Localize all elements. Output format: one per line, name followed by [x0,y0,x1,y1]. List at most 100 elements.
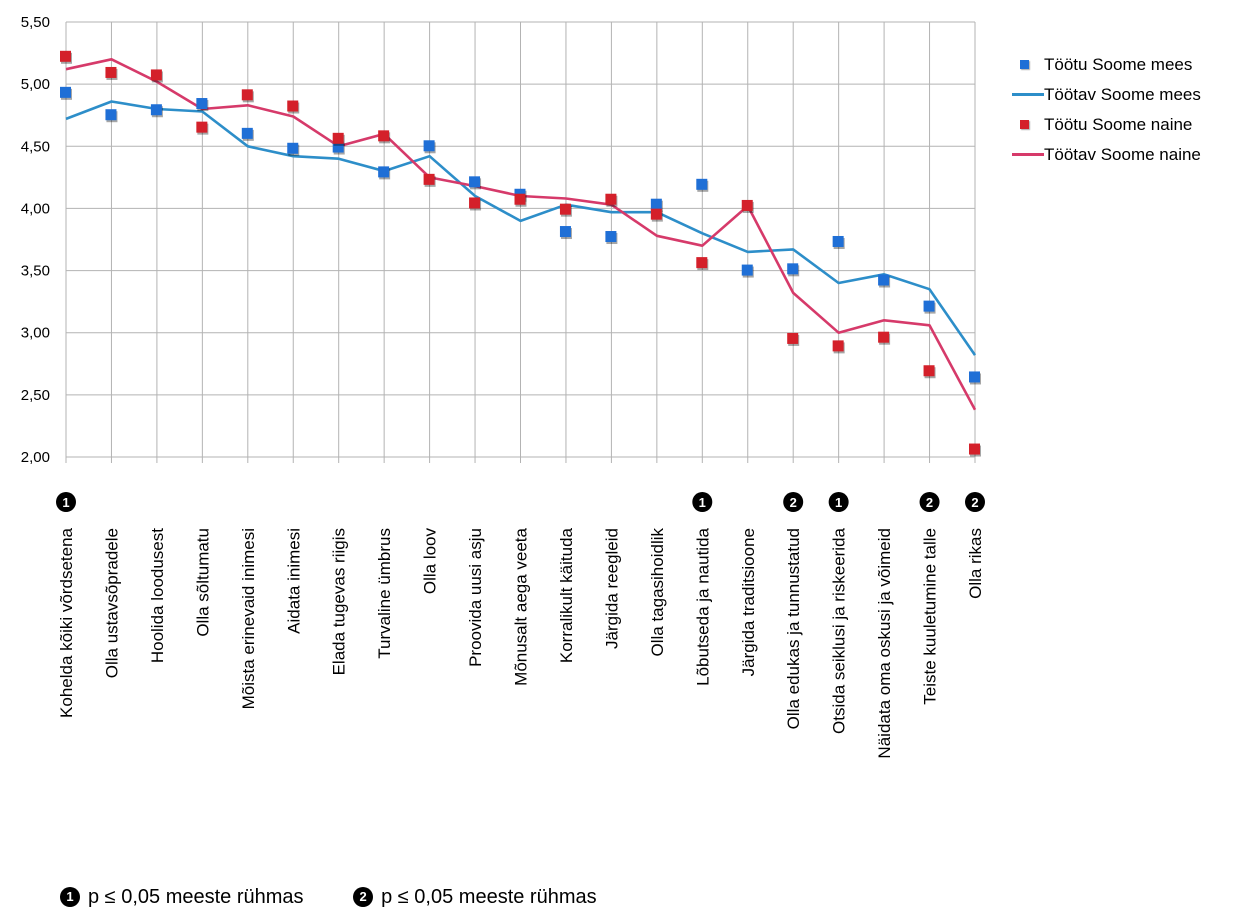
data-point-2 [332,132,344,144]
data-point-0 [787,263,799,275]
legend-label: Töötav Soome naine [1044,145,1201,164]
data-point-2 [378,130,390,142]
data-point-2 [878,331,890,343]
x-tick-label: Mõnusalt aega veeta [512,527,531,685]
legend-label: Töötav Soome mees [1044,85,1201,104]
y-tick-label: 4,50 [21,138,50,155]
x-tick-label: Kohelda kõiki võrdsetena [57,527,76,718]
significance-marker-label: 2 [971,495,978,510]
significance-marker-icon [965,492,985,512]
legend-square-icon [1012,58,1044,72]
data-point-2 [150,69,162,81]
significance-marker-icon [692,492,713,512]
x-tick-label: Proovida uusi asju [466,528,485,667]
legend-line-icon [1012,88,1044,102]
y-tick-label: 5,00 [21,76,50,93]
legend-item-employed-men: Töötav Soome mees [1012,80,1201,110]
x-tick-label: Hoolida loodusest [148,528,167,663]
y-tick-label: 3,50 [21,263,50,280]
data-point-0 [923,300,935,312]
data-point-2 [287,100,299,112]
x-tick-label: Olla ustavsõpradele [102,528,121,678]
data-point-0 [605,231,617,243]
data-point-0 [469,176,481,188]
data-point-2 [832,340,844,352]
footnotes: 1 p ≤ 0,05 meeste rühmas 2 p ≤ 0,05 meeste… [60,886,641,909]
data-point-0 [650,198,662,210]
data-point-2 [196,121,208,133]
data-point-2 [741,199,753,211]
x-tick-label: Olla rikas [966,528,985,599]
data-point-2 [514,193,526,205]
data-point-0 [196,98,208,110]
legend-item-employed-women: Töötav Soome naine [1012,140,1201,170]
significance-marker-label: 1 [835,495,842,510]
data-point-0 [241,127,253,139]
x-tick-label: Olla sõltumatu [193,528,212,637]
x-tick-label: Teiste kuuletumine talle [921,528,940,705]
data-point-0 [105,109,117,121]
footnote-text: p ≤ 0,05 meeste rühmas [381,886,597,908]
data-point-0 [287,142,299,154]
data-point-2 [969,443,980,455]
data-point-0 [60,86,71,98]
data-point-2 [923,365,935,377]
significance-marker-label: 1 [699,495,706,510]
significance-marker-label: 1 [62,495,69,510]
footnote-1: 1 p ≤ 0,05 meeste rühmas [60,886,304,909]
footnote-2: 2 p ≤ 0,05 meeste rühmas [353,886,597,909]
legend-label: Töötu Soome naine [1044,115,1193,134]
data-point-2 [559,203,571,215]
y-tick-label: 2,50 [21,387,50,404]
significance-marker-icon [56,492,76,512]
x-tick-label: Aidata inimesi [284,528,303,634]
x-tick-label: Otsida seiklusi ja riskeerida [830,527,849,734]
footnote-text: p ≤ 0,05 meeste rühmas [88,886,304,908]
data-point-0 [150,104,162,116]
significance-marker-icon [828,492,849,512]
data-point-0 [423,140,435,152]
x-tick-label: Korralikult käituda [557,527,576,663]
x-tick-label: Lõbutseda ja nautida [693,527,712,685]
data-point-0 [332,141,344,153]
data-point-0 [741,264,753,276]
y-tick-label: 2,00 [21,449,50,466]
legend-item-unemployed-men: Töötu Soome mees [1012,50,1201,80]
legend-label: Töötu Soome mees [1044,55,1193,74]
data-point-2 [696,257,708,269]
series-line-1 [65,100,977,356]
x-tick-label: Näidata oma oskusi ja võimeid [875,528,894,759]
data-point-2 [605,193,617,205]
data-point-2 [469,197,481,209]
data-point-0 [832,235,844,247]
data-point-0 [696,178,708,190]
significance-marker-icon [783,492,804,512]
data-point-2 [650,208,662,220]
data-point-0 [559,226,571,238]
data-point-2 [241,89,253,101]
data-point-2 [423,173,435,185]
x-tick-label: Mõista erinevaid inimesi [239,528,258,709]
data-point-0 [878,274,890,286]
x-tick-label: Elada tugevas riigis [330,528,349,675]
legend-square-icon [1012,118,1044,132]
x-tick-label: Järgida reegleid [602,528,621,649]
significance-marker-label: 2 [790,495,797,510]
chart-legend: Töötu Soome mees Töötav Soome mees Töötu… [1012,50,1201,170]
y-tick-label: 4,00 [21,200,50,217]
x-tick-label: Järgida traditsioone [739,528,758,676]
data-point-2 [787,332,799,344]
legend-item-unemployed-women: Töötu Soome naine [1012,110,1201,140]
x-tick-label: Olla tagasihoidlik [648,528,667,657]
y-tick-label: 5,50 [21,14,50,31]
x-tick-label: Olla edukas ja tunnustatud [784,528,803,729]
x-tick-label: Turvaline ümbrus [375,528,394,659]
significance-marker-label: 2 [926,495,933,510]
line-chart: 2,00 2,50 3,00 3,50 4,00 4,50 5,00 5,50 Kohelda … [21,14,985,759]
data-point-0 [969,371,980,383]
marker-1-icon: 1 [60,887,80,907]
x-tick-label: Olla loov [421,528,440,595]
y-tick-label: 3,00 [21,325,50,342]
data-point-2 [60,50,71,62]
